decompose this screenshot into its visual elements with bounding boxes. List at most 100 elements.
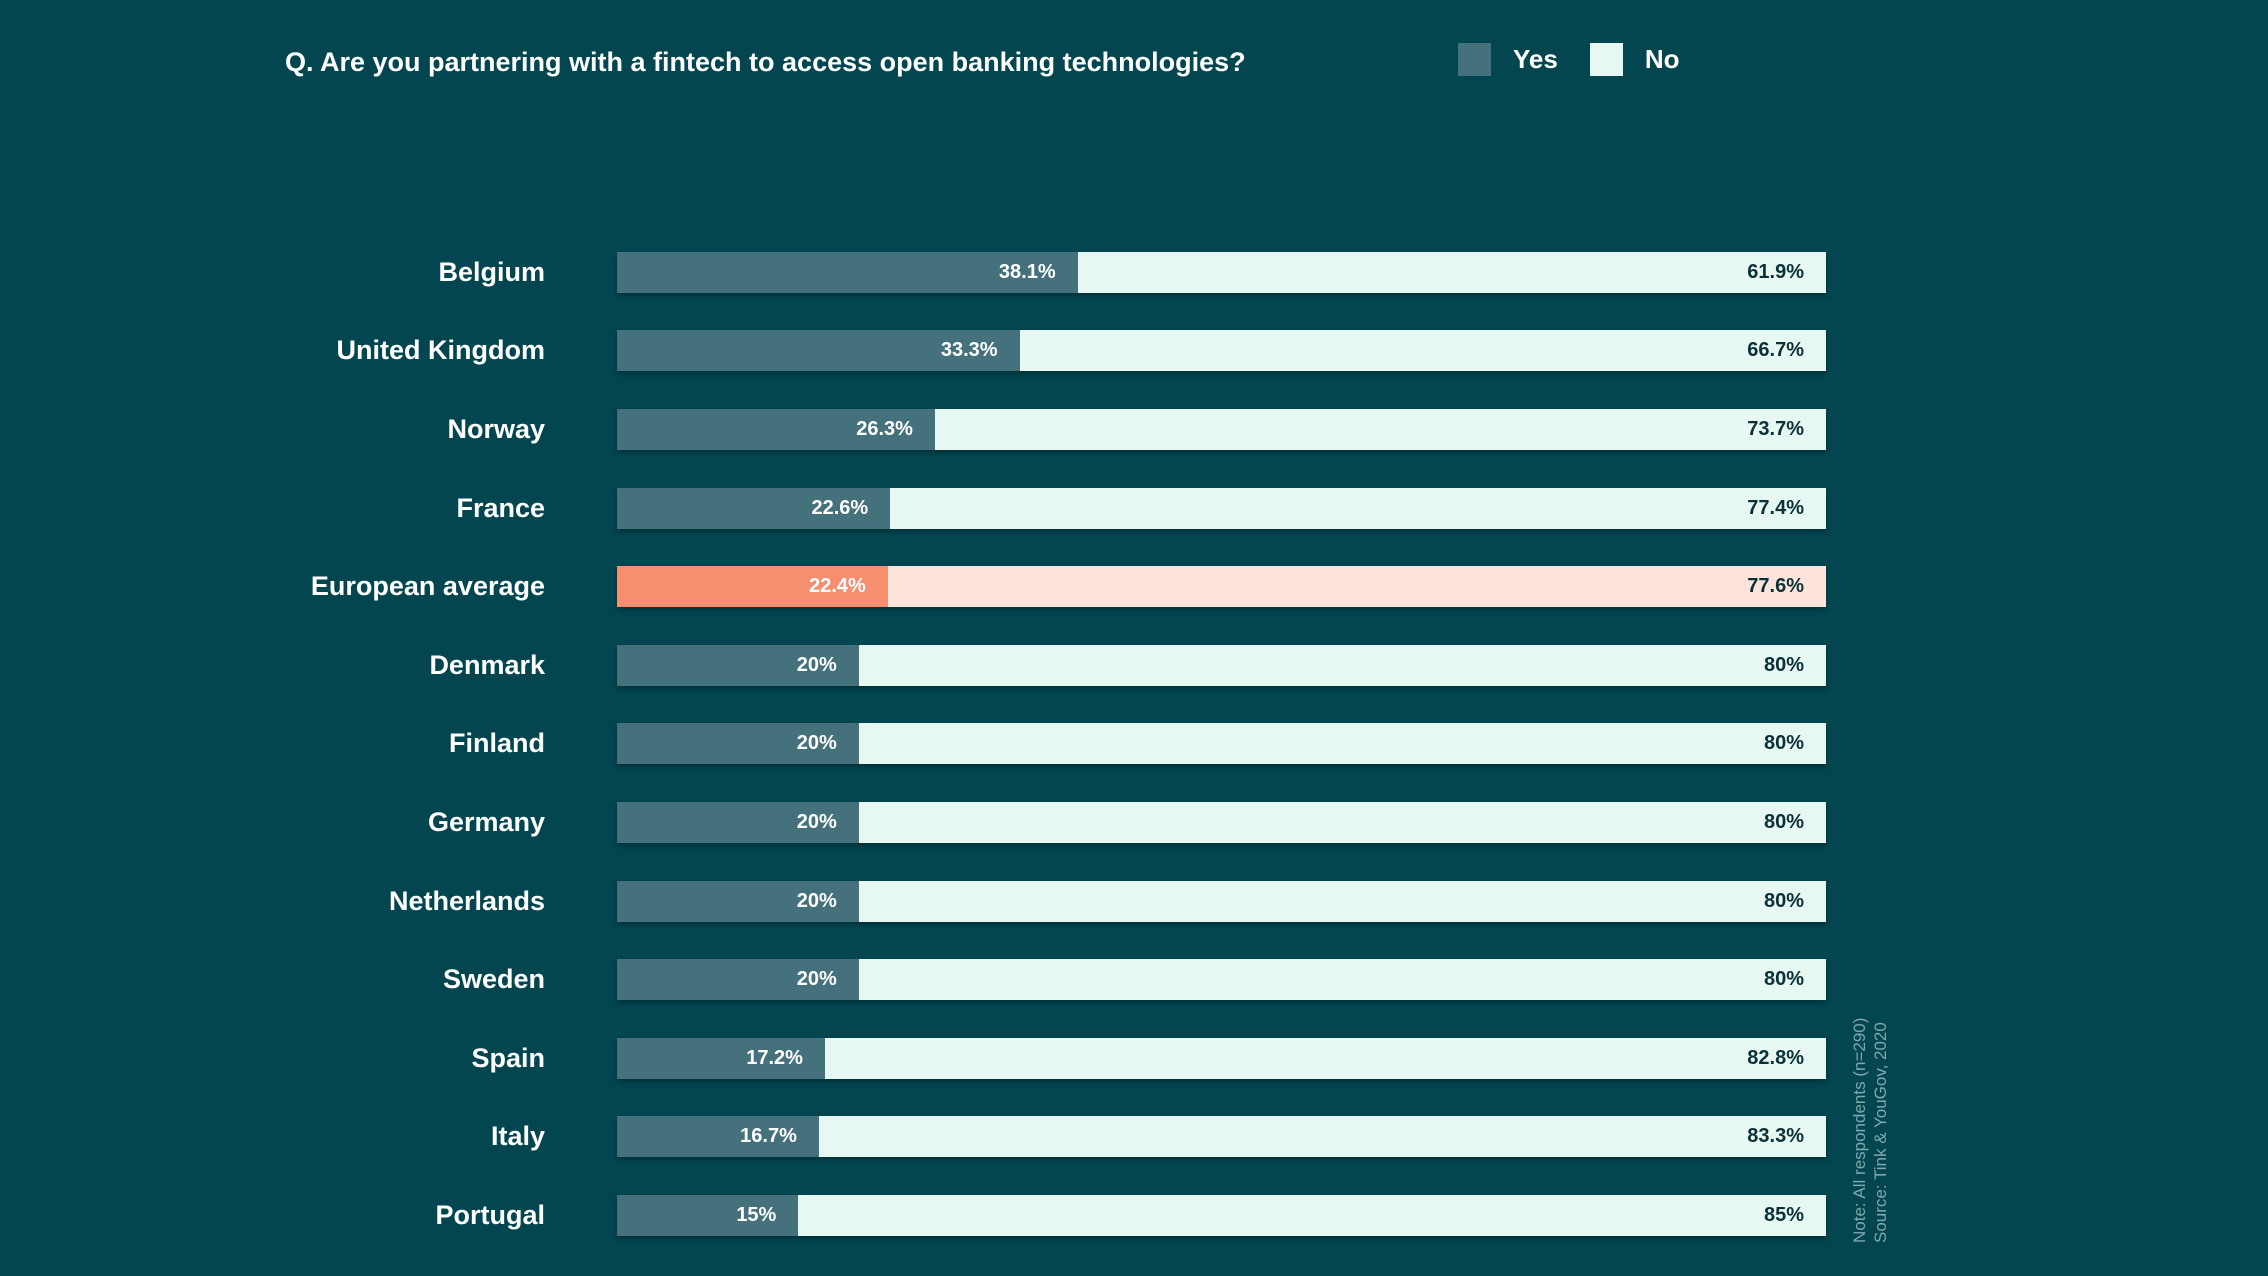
chart-row: Germany 20% 80% [0, 783, 2268, 862]
yes-bar-segment: 20% [617, 723, 859, 765]
no-bar-segment: 80% [858, 644, 1826, 686]
no-value-label: 82.8% [1747, 1046, 1804, 1069]
category-label: Netherlands [388, 885, 545, 916]
chart-row: Denmark 20% 80% [0, 626, 2268, 705]
chart-row: France 22.6% 77.4% [0, 469, 2268, 548]
yes-bar-segment: 17.2% [617, 1037, 825, 1079]
note-line-respondents: Note: All respondents (n=290) [1850, 1017, 1869, 1243]
category-label: Sweden [442, 964, 545, 995]
legend-no-label: No [1644, 44, 1680, 74]
yes-value-label: 38.1% [998, 260, 1056, 283]
chart-row: Netherlands 20% 80% [0, 862, 2268, 941]
no-bar-segment: 82.8% [824, 1037, 1826, 1079]
yes-bar-segment: 33.3% [617, 330, 1020, 372]
no-bar-segment: 77.6% [887, 566, 1826, 608]
no-value-label: 80% [1763, 653, 1804, 676]
yes-bar-segment: 22.6% [617, 487, 891, 529]
chart-row: United Kingdom 33.3% 66.7% [0, 312, 2268, 391]
yes-value-label: 15% [736, 1203, 777, 1226]
no-bar-segment: 73.7% [934, 408, 1826, 450]
yes-bar-segment: 15% [617, 1194, 799, 1236]
yes-value-label: 26.3% [856, 417, 913, 440]
yes-value-label: 20% [796, 889, 837, 912]
chart-row: Finland 20% 80% [0, 705, 2268, 784]
category-label: Finland [449, 728, 545, 759]
no-bar-segment: 80% [858, 801, 1826, 843]
yes-value-label: 22.6% [811, 496, 869, 519]
stacked-bar: 38.1% 61.9% [617, 251, 1826, 293]
stacked-bar: 20% 80% [617, 644, 1826, 686]
note-line-source: Source: Tink & YouGov, 2020 [1871, 1022, 1890, 1243]
no-value-label: 80% [1763, 968, 1804, 991]
legend-yes-label: Yes [1513, 44, 1558, 74]
stacked-bar: 17.2% 82.8% [617, 1037, 1826, 1079]
no-value-label: 77.6% [1747, 575, 1804, 598]
category-label: Denmark [429, 649, 545, 680]
legend-no-swatch [1589, 43, 1623, 76]
no-bar-segment: 77.4% [890, 487, 1826, 529]
chart-row: Norway 26.3% 73.7% [0, 390, 2268, 469]
yes-bar-segment: 38.1% [617, 251, 1078, 293]
stacked-bar: 22.4% 77.6% [617, 566, 1826, 608]
no-bar-segment: 85% [798, 1194, 1826, 1236]
yes-value-label: 22.4% [809, 575, 866, 598]
yes-bar-segment: 20% [617, 801, 859, 843]
category-label: Spain [471, 1042, 545, 1073]
chart-title: Q. Are you partnering with a fintech to … [285, 47, 1246, 77]
category-label: European average [310, 571, 545, 602]
category-label: United Kingdom [336, 335, 545, 366]
category-label: Portugal [435, 1199, 545, 1230]
yes-value-label: 20% [796, 810, 837, 833]
stacked-bar: 15% 85% [617, 1194, 1826, 1236]
stacked-bar: 20% 80% [617, 959, 1826, 1001]
no-value-label: 66.7% [1747, 339, 1804, 362]
stacked-bar: 22.6% 77.4% [617, 487, 1826, 529]
no-bar-segment: 80% [858, 880, 1826, 922]
category-label: Belgium [438, 256, 545, 287]
no-value-label: 61.9% [1747, 260, 1804, 283]
no-value-label: 80% [1763, 732, 1804, 755]
no-bar-segment: 80% [858, 723, 1826, 765]
stacked-bar: 33.3% 66.7% [617, 330, 1826, 372]
yes-value-label: 20% [796, 732, 837, 755]
chart-note: Note: All respondents (n=290) Source: Ti… [1849, 981, 1891, 1243]
stacked-bar: 20% 80% [617, 880, 1826, 922]
category-label: Germany [427, 806, 545, 837]
yes-value-label: 17.2% [746, 1046, 803, 1069]
stacked-bar: 26.3% 73.7% [617, 408, 1826, 450]
yes-value-label: 20% [796, 968, 837, 991]
chart-row: Portugal 15% 85% [0, 1176, 2268, 1255]
chart-row: Spain 17.2% 82.8% [0, 1019, 2268, 1098]
no-bar-segment: 61.9% [1077, 251, 1826, 293]
no-value-label: 80% [1763, 889, 1804, 912]
yes-value-label: 16.7% [740, 1125, 797, 1148]
category-label: Norway [447, 413, 545, 444]
stacked-bar: 20% 80% [617, 723, 1826, 765]
category-label: Italy [490, 1121, 545, 1152]
yes-bar-segment: 26.3% [617, 408, 935, 450]
chart-row: Belgium 38.1% 61.9% [0, 233, 2268, 312]
stacked-bar: 20% 80% [617, 801, 1826, 843]
no-bar-segment: 80% [858, 959, 1826, 1001]
no-value-label: 83.3% [1747, 1125, 1804, 1148]
yes-bar-segment: 20% [617, 959, 859, 1001]
no-value-label: 77.4% [1747, 496, 1804, 519]
yes-value-label: 33.3% [940, 339, 998, 362]
no-bar-segment: 83.3% [818, 1116, 1826, 1158]
yes-bar-segment: 22.4% [617, 566, 888, 608]
chart-row: Italy 16.7% 83.3% [0, 1098, 2268, 1177]
legend: Yes No [1458, 43, 1712, 76]
no-value-label: 73.7% [1747, 417, 1804, 440]
yes-bar-segment: 20% [617, 644, 859, 686]
no-value-label: 80% [1763, 810, 1804, 833]
yes-value-label: 20% [796, 653, 837, 676]
stacked-bar: 16.7% 83.3% [617, 1116, 1826, 1158]
stacked-bar-chart: Belgium 38.1% 61.9% United Kingdom 33.3% 66.7… [0, 233, 2268, 1255]
no-value-label: 85% [1763, 1203, 1804, 1226]
yes-bar-segment: 16.7% [617, 1116, 819, 1158]
yes-bar-segment: 20% [617, 880, 859, 922]
chart-row: European average 22.4% 77.6% [0, 547, 2268, 626]
chart-row: Sweden 20% 80% [0, 940, 2268, 1019]
category-label: France [456, 492, 545, 523]
